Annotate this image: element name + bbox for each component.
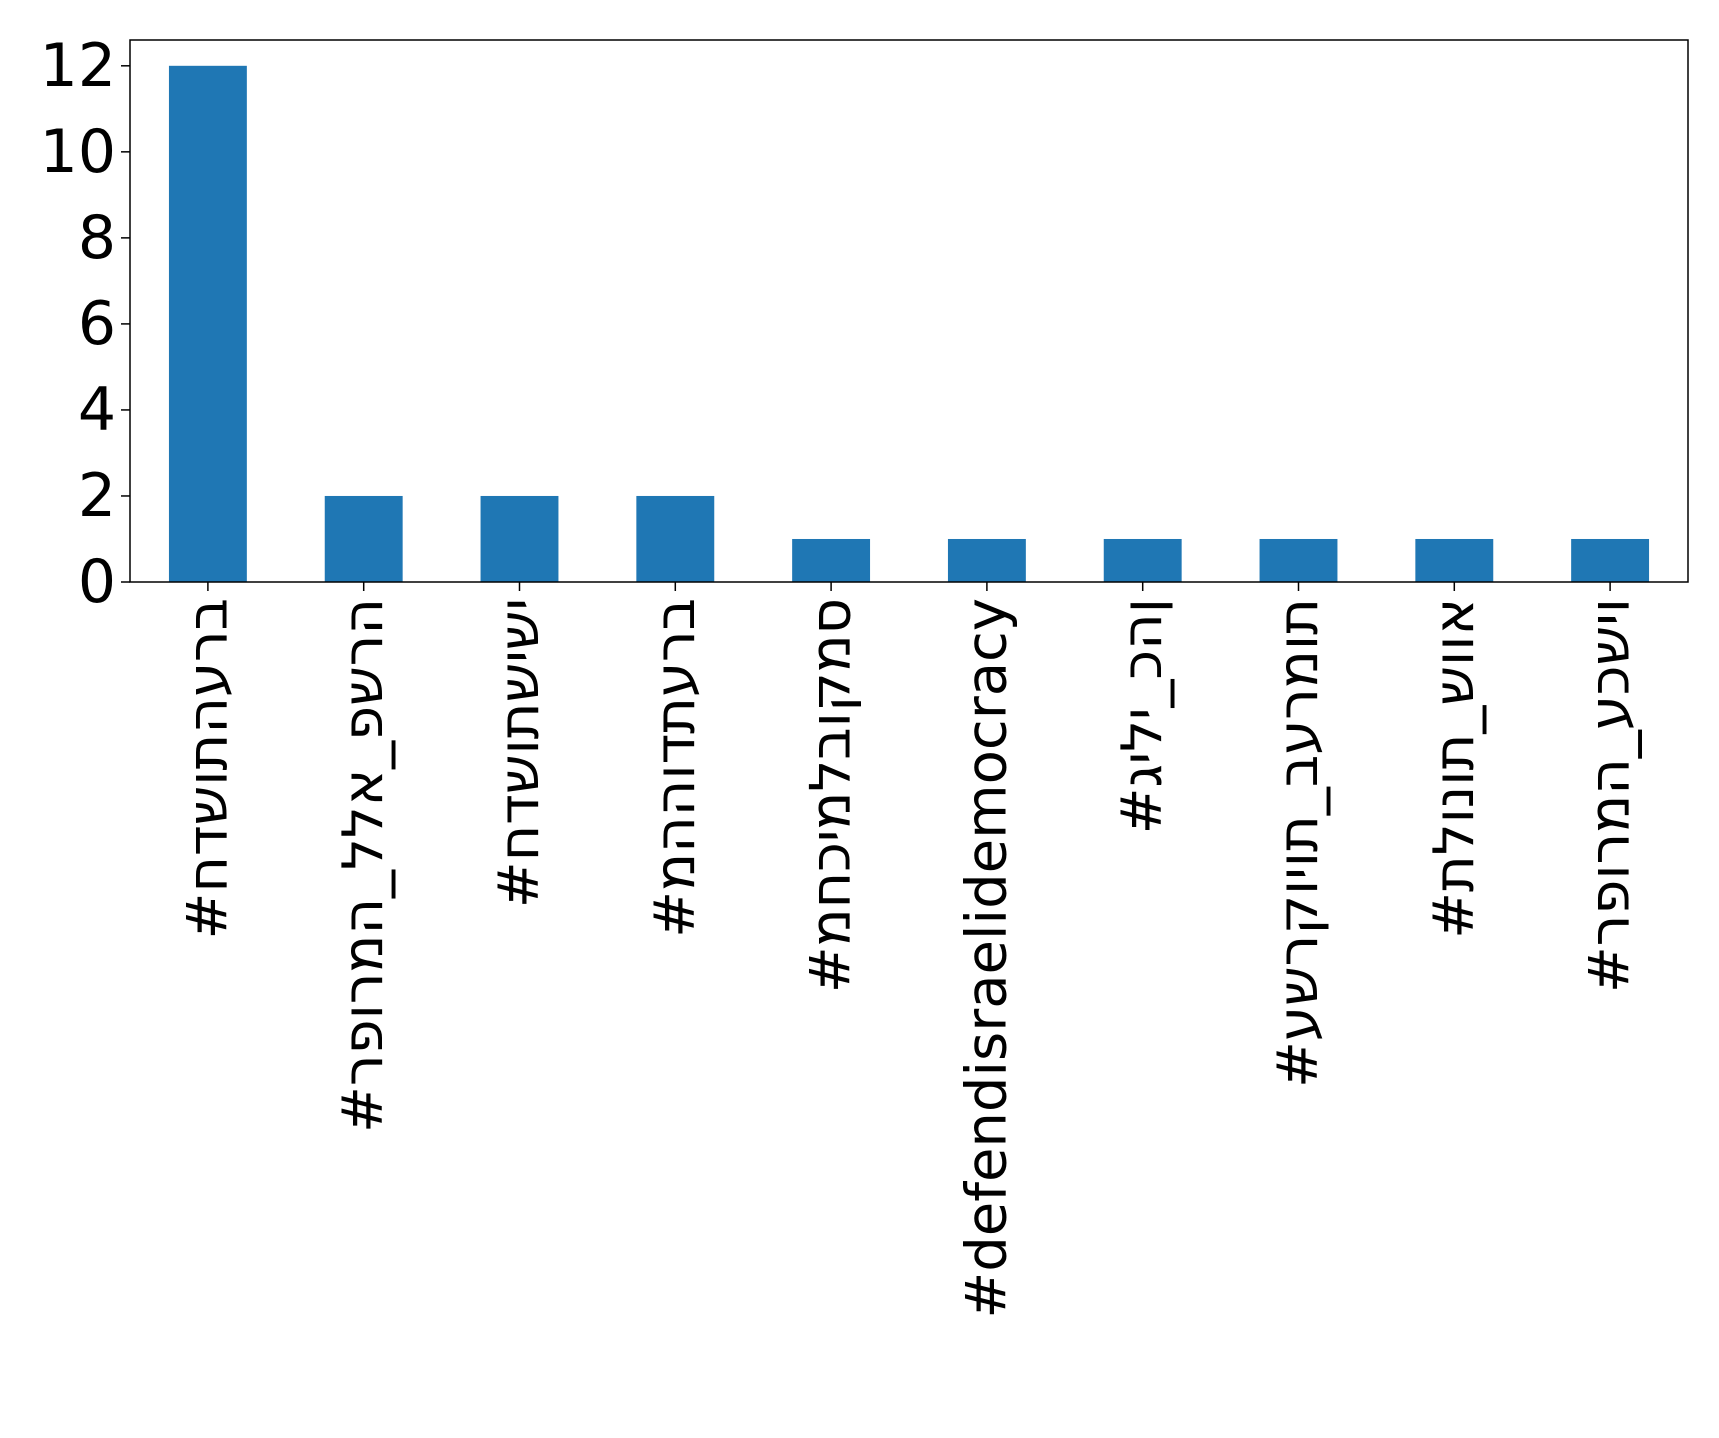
bars-group — [168, 65, 1650, 583]
bar — [480, 495, 559, 582]
x-tick-label: #רפורמה_ללא_פשרה — [331, 598, 396, 1133]
x-tick-label: #עשרקויות_בערמות — [1266, 598, 1331, 1088]
x-tick-label: #תלונות_שווא — [1422, 598, 1487, 939]
x-tick-label: #חדשותהערב — [175, 598, 240, 939]
x-tick-label: #גילי_כהן — [1110, 598, 1175, 834]
bar — [792, 538, 871, 582]
y-tick-label: 12 — [40, 31, 116, 101]
y-tick-label: 4 — [78, 375, 116, 445]
bar — [1103, 538, 1182, 582]
bar — [168, 65, 247, 583]
y-tick-label: 0 — [78, 547, 116, 617]
y-tick-label: 2 — [78, 461, 116, 531]
x-tick-label: #רפורמה_עכשיו — [1578, 598, 1643, 993]
bar — [947, 538, 1026, 582]
x-tick-label: #מחכימלבוקמס — [799, 598, 864, 993]
x-tick-label: #חדשותשישי — [487, 598, 552, 908]
x-axis: #חדשותהערב #רפורמה_ללא_פשרה #חדשותשישי #מהה… — [175, 582, 1643, 1319]
y-axis: 0 2 4 6 8 10 12 — [40, 31, 130, 617]
bar — [636, 495, 715, 582]
y-tick-label: 8 — [78, 203, 116, 273]
bar — [1571, 538, 1650, 582]
y-tick-label: 6 — [78, 289, 116, 359]
bar — [324, 495, 403, 582]
x-tick-label: #מההודתערב — [643, 598, 708, 938]
y-tick-label: 10 — [40, 117, 116, 187]
x-tick-label: #defendisraelidemocracy — [954, 598, 1019, 1319]
bar — [1259, 538, 1338, 582]
plot-frame — [129, 39, 1689, 583]
bar — [1415, 538, 1494, 582]
